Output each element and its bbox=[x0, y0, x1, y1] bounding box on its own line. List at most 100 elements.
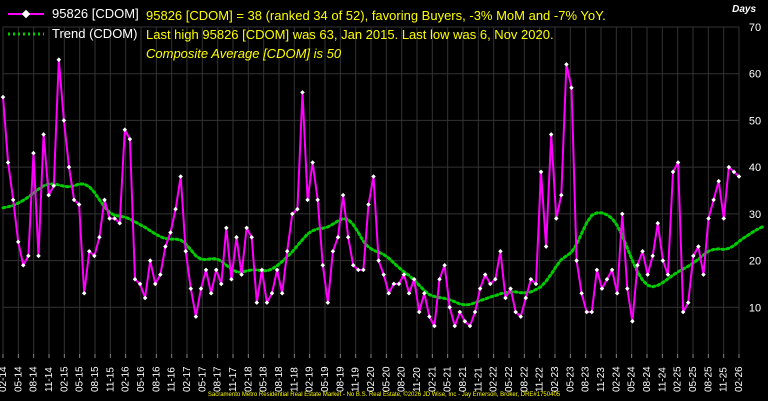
trend-series bbox=[1, 182, 766, 307]
x-tick-label: 11-16 bbox=[167, 367, 178, 392]
data-point bbox=[137, 281, 143, 287]
x-tick-label: 05-22 bbox=[504, 366, 515, 392]
data-point bbox=[325, 300, 331, 305]
x-tick-label: 08-24 bbox=[642, 366, 653, 392]
x-tick-label: 08-16 bbox=[151, 366, 162, 392]
data-point bbox=[320, 262, 326, 268]
data-point bbox=[269, 291, 275, 296]
x-tick-label: 08-15 bbox=[90, 366, 101, 392]
y-tick-label: 30 bbox=[749, 209, 761, 221]
data-point bbox=[122, 127, 128, 133]
legend-label-trend: Trend (CDOM) bbox=[52, 26, 138, 41]
x-tick-label: 11-15 bbox=[105, 367, 116, 392]
data-point bbox=[254, 300, 260, 305]
data-point bbox=[548, 132, 554, 137]
data-point bbox=[630, 319, 635, 324]
legend-item-trend: Trend (CDOM) bbox=[6, 24, 139, 44]
data-point bbox=[56, 57, 62, 62]
data-point bbox=[188, 286, 194, 291]
cdom-line bbox=[2, 58, 740, 327]
data-point bbox=[665, 272, 671, 277]
data-point bbox=[452, 323, 458, 329]
data-point bbox=[574, 258, 579, 263]
x-tick-label: 02-25 bbox=[673, 366, 684, 392]
data-point bbox=[0, 94, 6, 100]
data-point bbox=[508, 286, 513, 291]
trend-line bbox=[1, 182, 766, 307]
data-point bbox=[442, 262, 447, 268]
x-tick-label: 08-19 bbox=[335, 366, 346, 392]
y-tick-label: 40 bbox=[749, 162, 761, 174]
data-point bbox=[467, 323, 473, 329]
x-tick-label: 11-14 bbox=[44, 367, 55, 392]
data-point bbox=[361, 267, 366, 273]
legend-label-cdom: 95826 [CDOM] bbox=[52, 6, 139, 21]
data-point bbox=[523, 295, 529, 301]
data-point bbox=[224, 225, 229, 231]
data-point bbox=[482, 272, 488, 277]
data-point bbox=[203, 267, 209, 273]
data-point bbox=[609, 267, 615, 273]
x-tick-label: 05-23 bbox=[565, 366, 576, 392]
data-point bbox=[422, 291, 427, 296]
x-tick-label: 11-22 bbox=[535, 367, 546, 392]
data-point bbox=[92, 253, 97, 259]
data-point bbox=[193, 314, 199, 319]
data-point bbox=[396, 281, 402, 287]
data-point bbox=[599, 286, 605, 291]
data-point bbox=[350, 262, 356, 268]
y-axis: 10 20 30 40 50 60 70 bbox=[749, 22, 761, 314]
x-tick-label: 05-19 bbox=[320, 366, 331, 392]
data-point bbox=[158, 272, 163, 277]
data-point bbox=[51, 183, 57, 189]
x-tick-label: 02-14 bbox=[0, 366, 9, 392]
y-tick-label: 50 bbox=[749, 115, 761, 127]
x-tick-label: 08-20 bbox=[397, 366, 408, 392]
data-point bbox=[356, 267, 361, 273]
data-point bbox=[31, 150, 36, 156]
data-point bbox=[107, 216, 112, 221]
data-point bbox=[36, 253, 41, 259]
data-point bbox=[15, 239, 21, 245]
x-tick-label: 08-17 bbox=[213, 366, 224, 392]
data-point bbox=[26, 253, 31, 259]
data-point bbox=[391, 281, 397, 287]
legend: 95826 [CDOM] Trend (CDOM) bbox=[6, 4, 139, 44]
data-point bbox=[716, 178, 721, 184]
headline-line-2: Last high 95826 [CDOM] was 63, Jan 2015.… bbox=[146, 27, 554, 42]
data-point bbox=[406, 291, 412, 296]
headline-line-3: Composite Average [CDOM] is 50 bbox=[146, 46, 342, 61]
data-point bbox=[437, 276, 442, 282]
x-tick-label: 05-17 bbox=[197, 366, 208, 392]
data-point bbox=[366, 202, 371, 207]
y-tick-label: 70 bbox=[749, 22, 761, 34]
x-axis: 02-14 05-14 08-14 11-14 02-15 05-15 08-15 11-15… bbox=[0, 354, 745, 392]
data-point bbox=[594, 267, 600, 273]
data-point bbox=[604, 276, 610, 282]
data-point bbox=[147, 258, 153, 263]
x-tick-label: 08-22 bbox=[519, 366, 530, 392]
x-tick-label: 05-20 bbox=[381, 366, 392, 392]
data-point bbox=[701, 272, 706, 277]
data-point bbox=[87, 248, 92, 254]
x-tick-label: 02-22 bbox=[489, 366, 500, 392]
data-point bbox=[711, 197, 716, 203]
x-tick-label: 05-15 bbox=[75, 366, 86, 392]
x-tick-label: 02-15 bbox=[59, 366, 70, 392]
x-tick-label: 08-25 bbox=[703, 366, 714, 392]
data-point bbox=[721, 216, 727, 221]
x-tick-label: 11-21 bbox=[473, 367, 484, 392]
data-point bbox=[625, 286, 630, 291]
y-tick-label: 10 bbox=[749, 302, 761, 314]
data-point bbox=[310, 160, 315, 165]
data-point bbox=[41, 132, 46, 137]
data-point bbox=[371, 174, 376, 179]
data-point bbox=[416, 309, 422, 315]
data-point bbox=[386, 291, 392, 296]
data-point bbox=[345, 234, 351, 240]
data-point bbox=[447, 305, 452, 310]
x-tick-label: 08-23 bbox=[581, 366, 592, 392]
data-point bbox=[685, 300, 691, 305]
x-tick-label: 05-25 bbox=[688, 366, 699, 392]
